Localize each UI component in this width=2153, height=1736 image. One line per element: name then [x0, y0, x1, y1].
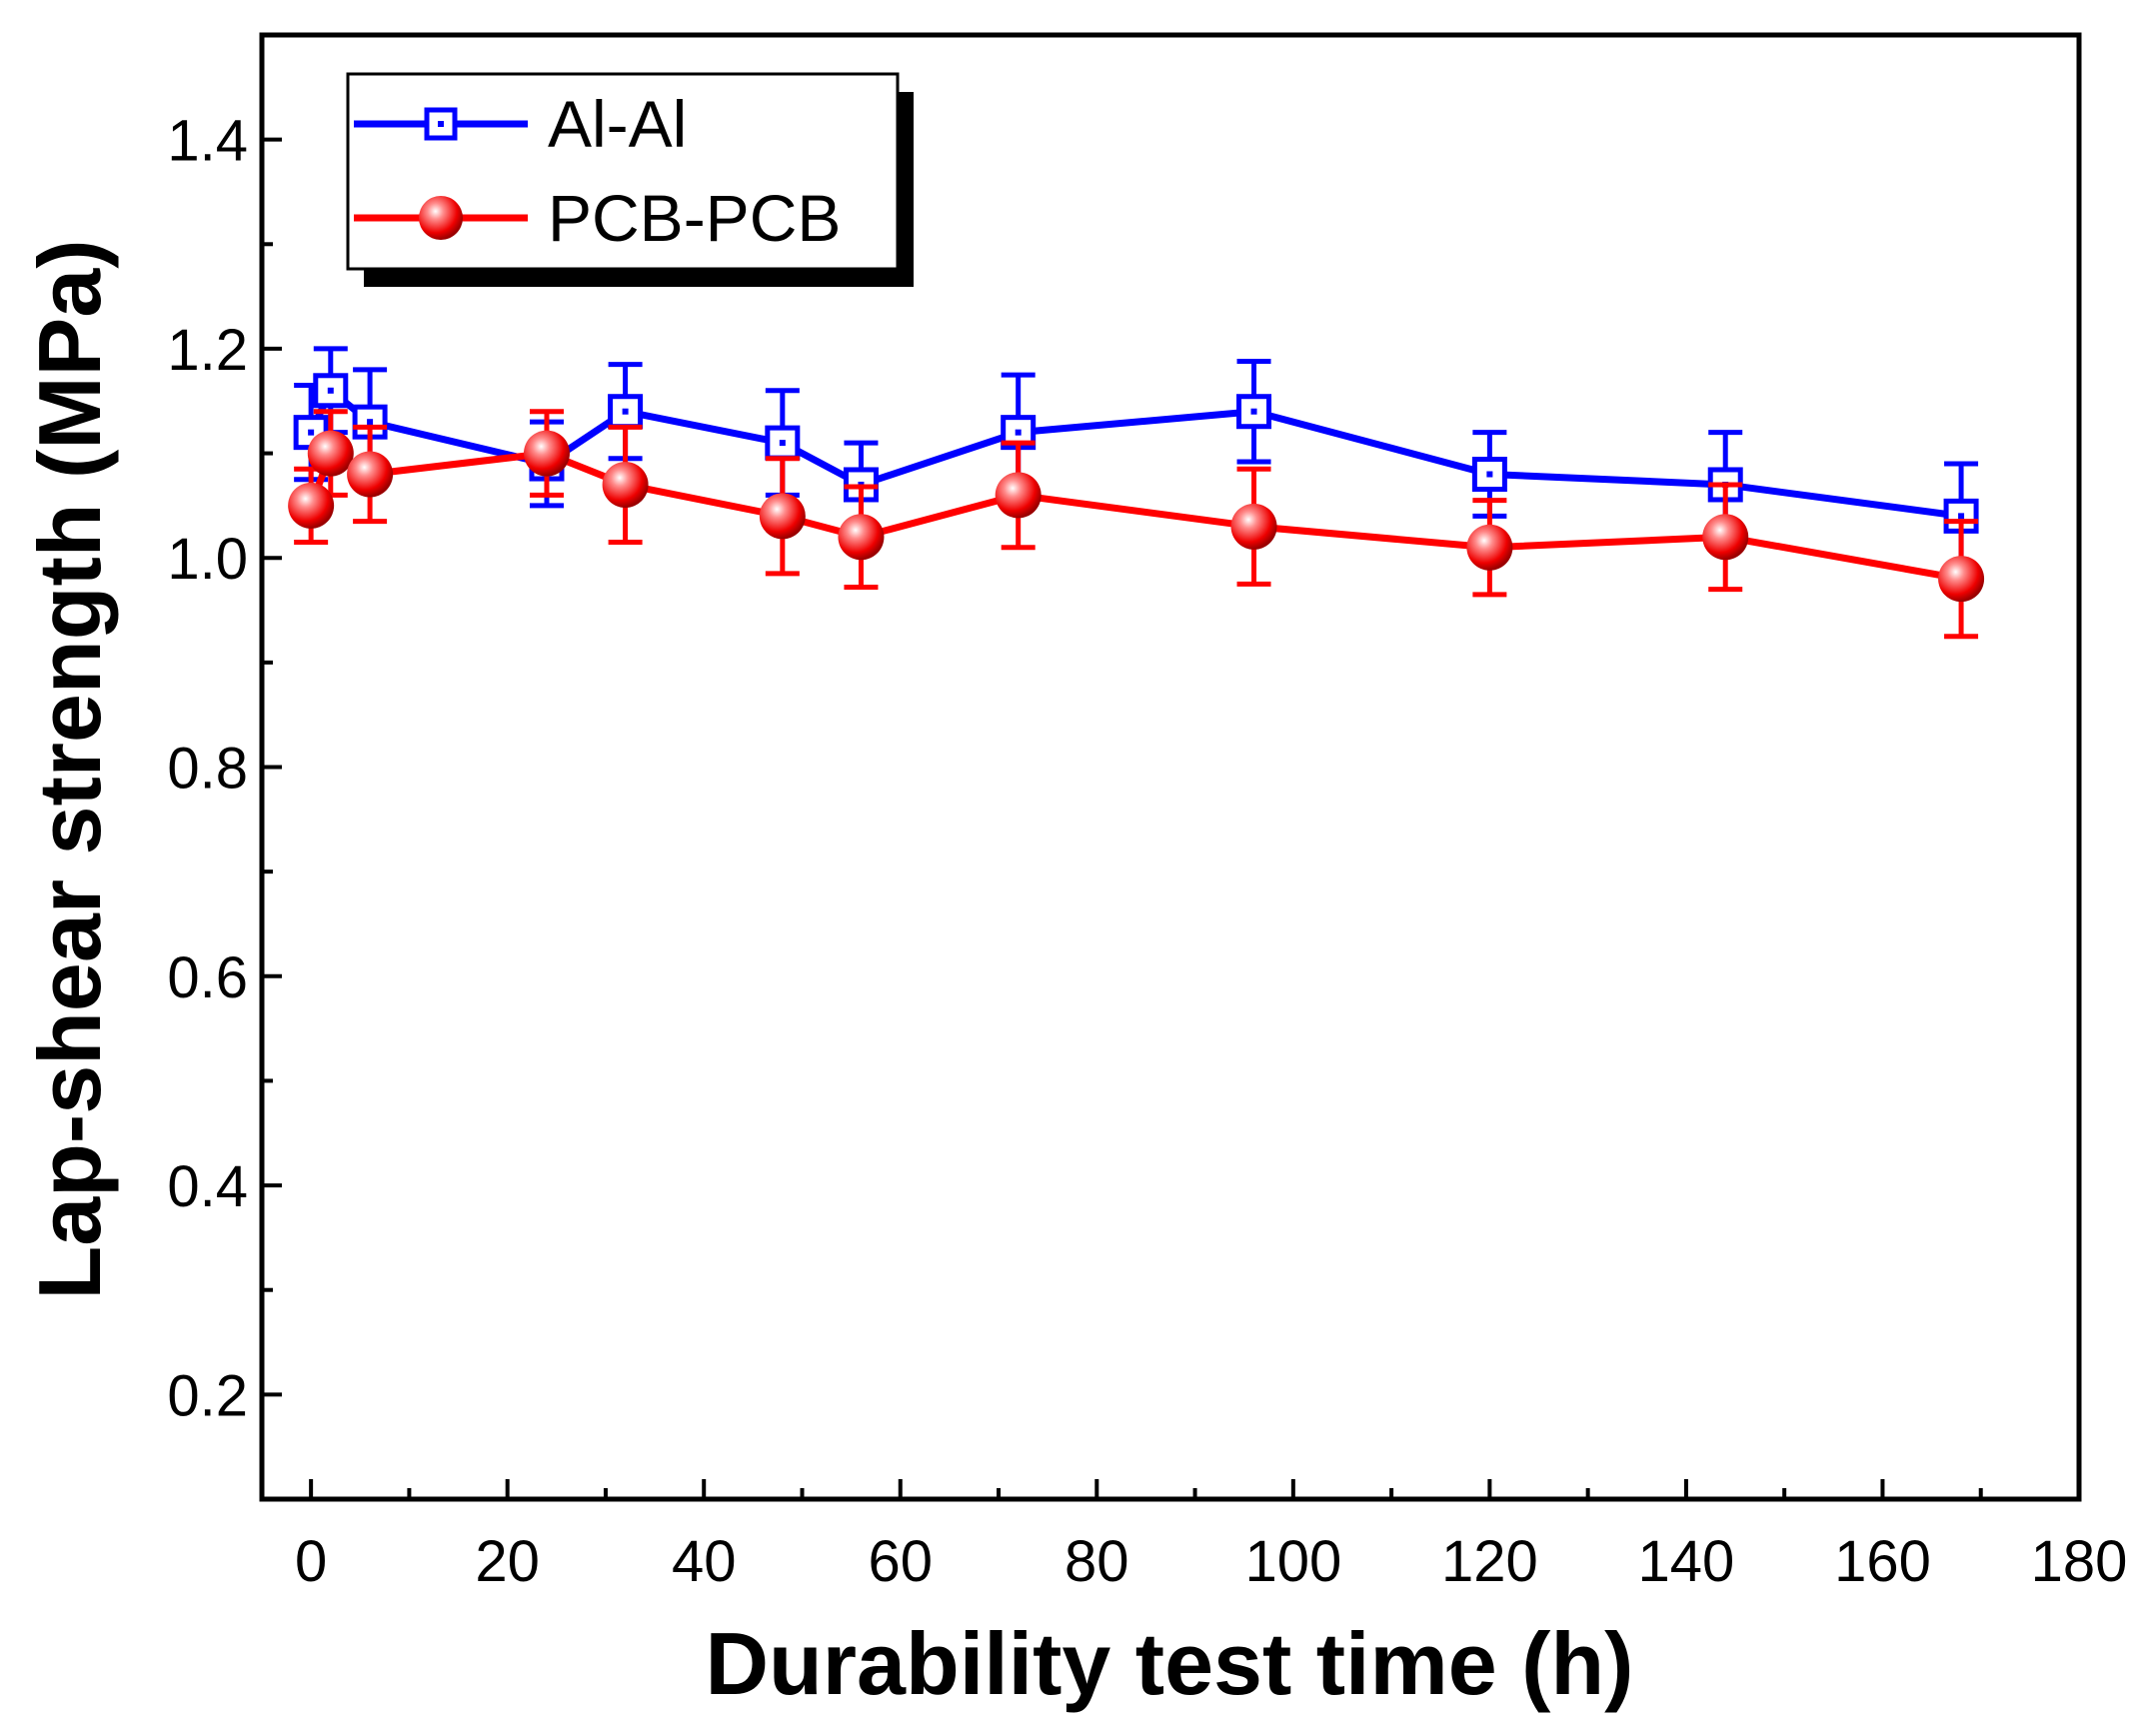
legend-entry-pcb-pcb: PCB-PCB — [354, 181, 841, 255]
data-point-center-al-al — [779, 440, 786, 447]
legend-label-pcb-pcb: PCB-PCB — [548, 181, 841, 255]
data-point-pcb-pcb — [995, 472, 1042, 519]
legend-marker-pcb-pcb — [419, 196, 463, 240]
x-tick-label: 160 — [1834, 1529, 1931, 1594]
x-tick-label: 0 — [295, 1529, 327, 1594]
data-point-pcb-pcb — [1938, 556, 1985, 603]
y-tick-label: 0.2 — [167, 1363, 248, 1428]
data-point-center-al-al — [327, 387, 334, 394]
x-tick-label: 20 — [475, 1529, 540, 1594]
data-point-pcb-pcb — [1702, 514, 1749, 561]
data-point-center-al-al — [1958, 513, 1965, 520]
x-tick-label: 140 — [1638, 1529, 1735, 1594]
x-tick-label: 120 — [1441, 1529, 1538, 1594]
legend-marker-al-al-dot — [438, 121, 444, 127]
legend-label-al-al: Al-Al — [548, 87, 687, 161]
data-point-center-al-al — [308, 429, 315, 436]
y-tick-label: 0.8 — [167, 737, 248, 802]
x-axis-title: Durability test time (h) — [706, 1614, 1634, 1713]
data-point-pcb-pcb — [307, 430, 354, 477]
data-point-pcb-pcb — [759, 493, 806, 540]
data-point-pcb-pcb — [838, 514, 885, 561]
y-tick-label: 1.0 — [167, 527, 248, 592]
data-point-pcb-pcb — [1466, 524, 1513, 571]
data-point-pcb-pcb — [347, 451, 394, 498]
y-tick-label: 0.6 — [167, 945, 248, 1010]
ticks-layer: 0 20 40 60 80 100 120 140 160 180 0.2 0.4 0.6 0.8 1.0 1… — [167, 33, 2128, 1594]
legend-entry-al-al: Al-Al — [354, 87, 687, 161]
y-tick-label: 1.4 — [167, 109, 248, 174]
data-point-pcb-pcb — [288, 482, 335, 529]
x-tick-label: 100 — [1244, 1529, 1341, 1594]
x-tick-label: 60 — [868, 1529, 933, 1594]
x-tick-label: 80 — [1065, 1529, 1129, 1594]
data-point-center-al-al — [367, 419, 374, 426]
x-tick-label: 180 — [2031, 1529, 2128, 1594]
data-point-center-al-al — [1250, 408, 1257, 415]
data-point-center-al-al — [1015, 429, 1022, 436]
data-point-center-al-al — [622, 408, 629, 415]
x-tick-label: 40 — [672, 1529, 737, 1594]
legend: Al-Al PCB-PCB — [346, 72, 914, 287]
data-point-pcb-pcb — [1230, 503, 1277, 550]
data-point-pcb-pcb — [602, 461, 649, 508]
y-axis-title: Lap-shear strength (MPa) — [20, 239, 119, 1299]
data-point-pcb-pcb — [523, 430, 570, 477]
plot-layer — [288, 346, 1985, 640]
data-point-center-al-al — [1486, 471, 1493, 478]
y-tick-label: 1.2 — [167, 318, 248, 383]
y-tick-label: 0.4 — [167, 1154, 248, 1219]
